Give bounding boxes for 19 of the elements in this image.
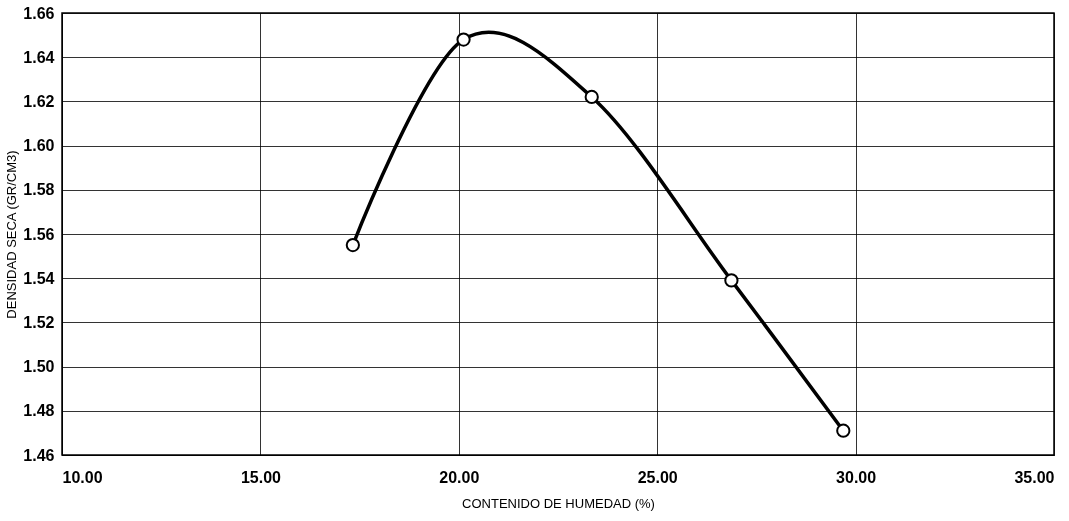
y-tick-label: 1.64	[23, 48, 55, 66]
x-axis-title: CONTENIDO DE HUMEDAD (%)	[462, 495, 655, 511]
y-tick-label: 1.50	[23, 358, 55, 376]
x-tick-label: 15.00	[240, 468, 282, 486]
x-tick-label: 30.00	[836, 468, 877, 486]
y-tick-label: 1.54	[23, 269, 55, 287]
y-tick-label: 1.48	[23, 402, 55, 420]
x-tick-label: 20.00	[439, 468, 480, 486]
x-tick-label: 10.00	[62, 468, 103, 486]
y-axis-title: DENSIDAD SECA (GR/CM3)	[4, 150, 20, 319]
x-tick-label: 25.00	[637, 468, 678, 486]
x-tick-label: 35.00	[1014, 468, 1055, 486]
y-tick-label: 1.58	[23, 181, 55, 199]
y-tick-label: 1.66	[23, 4, 55, 22]
y-tick-label: 1.46	[23, 446, 55, 464]
y-tick-label: 1.56	[23, 225, 55, 243]
y-tick-label: 1.52	[23, 313, 55, 331]
y-tick-label: 1.62	[23, 92, 55, 110]
y-tick-label: 1.60	[23, 137, 55, 155]
